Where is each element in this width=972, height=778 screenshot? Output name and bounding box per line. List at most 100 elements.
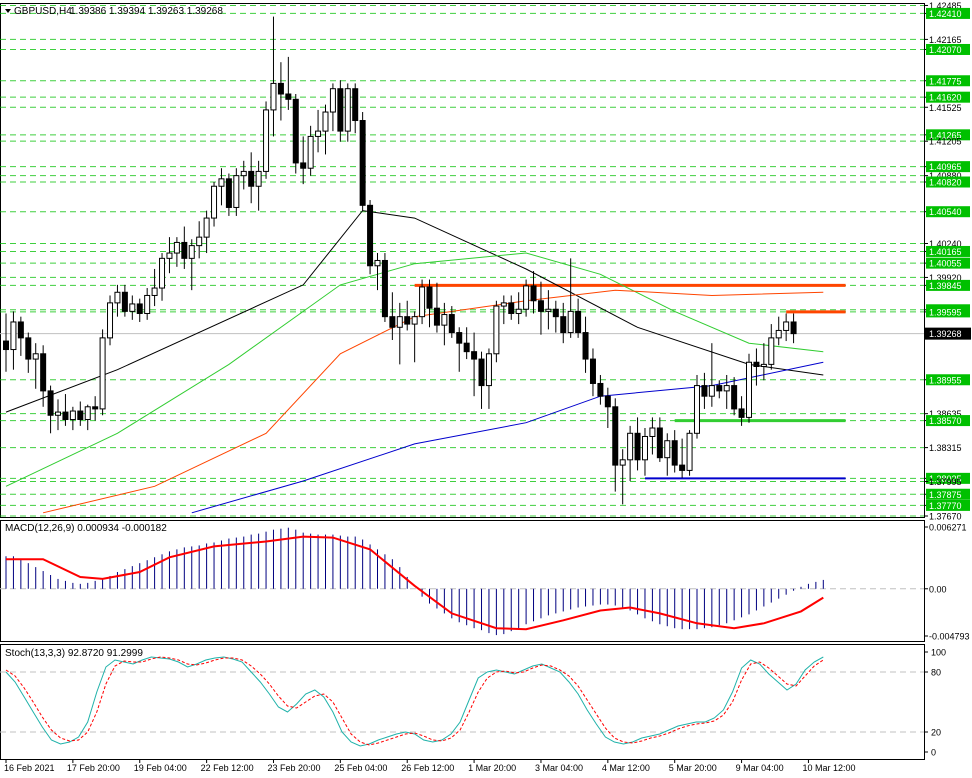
candle-body bbox=[463, 342, 470, 353]
candle-body bbox=[493, 305, 500, 355]
candle-body bbox=[329, 88, 336, 113]
price-label: 1.38315 bbox=[929, 443, 962, 453]
price-label-highlight bbox=[926, 43, 970, 55]
price-label: 1.40055 bbox=[929, 259, 962, 269]
candle-body bbox=[166, 252, 173, 259]
stoch-axis-label: 80 bbox=[931, 668, 941, 678]
price-label: 1.42485 bbox=[929, 1, 962, 11]
price-label: 1.42070 bbox=[929, 45, 962, 55]
time-label: 17 Feb 20:00 bbox=[67, 763, 120, 773]
price-label: 1.40880 bbox=[929, 171, 962, 181]
candle-body bbox=[144, 294, 151, 314]
price-label: 1.41620 bbox=[929, 93, 962, 103]
time-label: 4 Mar 12:00 bbox=[602, 763, 650, 773]
stoch-axis: 100 80 20 0 bbox=[924, 648, 946, 758]
stoch-axis-label: 100 bbox=[931, 648, 946, 658]
candle-body bbox=[255, 170, 262, 187]
candle-body bbox=[738, 408, 745, 418]
price-label-highlight bbox=[926, 161, 970, 173]
candle-body bbox=[404, 316, 411, 325]
price-label: 1.39595 bbox=[929, 307, 962, 317]
price-label-highlight bbox=[926, 75, 970, 87]
candle-body bbox=[768, 337, 775, 365]
candle-body bbox=[723, 385, 730, 392]
candle-body bbox=[107, 302, 114, 339]
candle-body bbox=[612, 406, 619, 466]
candle-body bbox=[77, 410, 84, 421]
candle-body bbox=[292, 98, 299, 164]
candle-body bbox=[322, 111, 329, 132]
candle-body bbox=[426, 286, 433, 309]
stoch-axis-label: 0 bbox=[931, 748, 936, 758]
candle-body bbox=[419, 286, 426, 318]
candle-body bbox=[203, 217, 210, 238]
candle-body bbox=[233, 175, 240, 208]
price-label: 1.38570 bbox=[929, 416, 962, 426]
time-label: 10 Mar 12:00 bbox=[802, 763, 855, 773]
candle-body bbox=[62, 411, 69, 421]
candle-body bbox=[84, 406, 91, 421]
candle-body bbox=[604, 395, 611, 408]
candle-body bbox=[129, 303, 136, 312]
candle-body bbox=[32, 353, 39, 360]
candle-body bbox=[597, 382, 604, 397]
candle-body bbox=[277, 82, 284, 95]
main-title: GBPUSD,H4 bbox=[14, 6, 72, 17]
candle-body bbox=[151, 287, 158, 296]
price-label: 1.41265 bbox=[929, 130, 962, 140]
candle-body bbox=[619, 459, 626, 466]
time-label: 3 Mar 04:00 bbox=[535, 763, 583, 773]
title-menu-icon[interactable] bbox=[5, 9, 11, 13]
candle-body bbox=[159, 257, 166, 289]
price-label-highlight bbox=[926, 257, 970, 269]
price-label-highlight bbox=[926, 472, 970, 484]
candle-body bbox=[679, 464, 686, 471]
time-label: 1 Mar 20:00 bbox=[468, 763, 516, 773]
price-label: 1.39845 bbox=[929, 281, 962, 291]
moving-average-line bbox=[42, 289, 824, 514]
price-label-highlight bbox=[926, 245, 970, 257]
price-label: 1.39920 bbox=[929, 273, 962, 283]
time-label: 26 Feb 12:00 bbox=[401, 763, 454, 773]
price-label: 1.41775 bbox=[929, 76, 962, 86]
candle-body bbox=[196, 236, 203, 247]
candle-body bbox=[530, 285, 537, 302]
candle-body bbox=[560, 316, 567, 334]
price-label-highlight bbox=[926, 206, 970, 218]
price-label: 1.42165 bbox=[929, 35, 962, 45]
stoch-main-line bbox=[5, 656, 824, 747]
macd-signal-line bbox=[6, 535, 824, 631]
candle-body bbox=[315, 130, 322, 137]
time-label: 19 Feb 04:00 bbox=[134, 763, 187, 773]
candle-body bbox=[225, 178, 232, 208]
candle-body bbox=[218, 178, 225, 187]
candle-body bbox=[746, 361, 752, 418]
candle-body bbox=[344, 88, 351, 132]
candle-body bbox=[716, 385, 723, 392]
candle-body bbox=[352, 88, 359, 122]
candle-body bbox=[114, 291, 121, 304]
moving-average-line bbox=[191, 361, 824, 514]
candle-body bbox=[411, 316, 418, 325]
candle-body bbox=[270, 82, 277, 111]
moving-average-line bbox=[5, 210, 824, 413]
candle-body bbox=[10, 321, 17, 351]
price-label: 1.41525 bbox=[929, 103, 962, 113]
time-label: 16 Feb 2021 bbox=[4, 763, 55, 773]
macd-axis: 0.006271 0.00 -0.004793 bbox=[924, 523, 970, 642]
candle-body bbox=[485, 353, 492, 387]
candle-body bbox=[589, 358, 596, 384]
candle-body bbox=[263, 109, 270, 172]
candle-body bbox=[136, 303, 143, 314]
price-label: 1.41205 bbox=[929, 137, 962, 147]
candle-body bbox=[55, 411, 62, 416]
candle-body bbox=[701, 385, 708, 397]
macd-histogram bbox=[5, 527, 824, 636]
stoch-panel-frame bbox=[0, 644, 925, 760]
candle-body bbox=[783, 321, 790, 331]
candle-body bbox=[448, 314, 455, 334]
time-label: 23 Feb 20:00 bbox=[267, 763, 320, 773]
candle-body bbox=[17, 321, 24, 339]
stoch-lines bbox=[5, 656, 824, 747]
candle-body bbox=[121, 291, 128, 312]
